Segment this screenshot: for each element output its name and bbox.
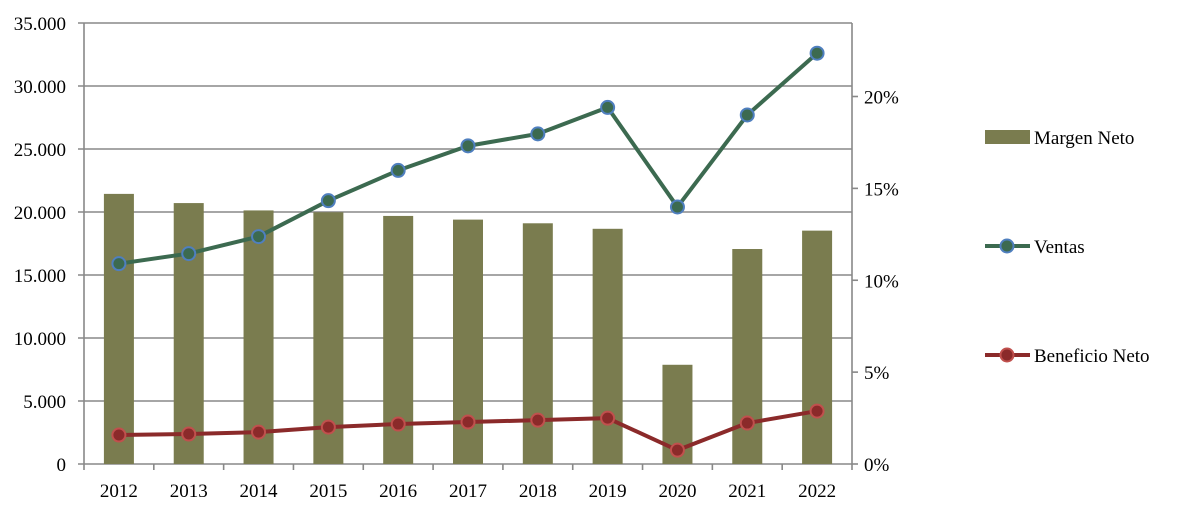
bar-margen-neto <box>592 228 623 464</box>
x-axis-tick-label: 2022 <box>798 481 836 502</box>
point-ventas <box>739 107 755 123</box>
legend-label: Ventas <box>1034 237 1085 258</box>
bar-margen-neto <box>103 193 134 464</box>
point-beneficio-neto <box>809 403 825 419</box>
right-axis-tick-label: 20% <box>864 88 899 109</box>
point-ventas <box>460 138 476 154</box>
point-beneficio-neto <box>600 410 616 426</box>
point-ventas <box>320 193 336 209</box>
bar-margen-neto <box>243 210 274 464</box>
axes: 0 5.000 10.000 15.000 20.000 25.000 30.000 35.0… <box>14 14 899 502</box>
left-axis-tick-label: 10.000 <box>14 329 66 350</box>
point-beneficio-neto <box>530 412 546 428</box>
point-ventas <box>181 246 197 262</box>
left-axis-tick-label: 35.000 <box>14 14 66 35</box>
point-beneficio-neto <box>390 416 406 432</box>
x-axis-tick-label: 2018 <box>519 481 557 502</box>
point-beneficio-neto <box>320 419 336 435</box>
x-axis-tick-label: 2013 <box>170 481 208 502</box>
x-axis-tick-label: 2012 <box>100 481 138 502</box>
legend-marker <box>999 238 1015 254</box>
point-beneficio-neto <box>181 426 197 442</box>
point-ventas <box>530 126 546 142</box>
right-axis-tick-label: 0% <box>864 455 890 476</box>
legend-swatch-bar <box>985 130 1030 144</box>
x-axis-tick-label: 2020 <box>658 481 696 502</box>
point-beneficio-neto <box>739 415 755 431</box>
point-ventas <box>600 99 616 115</box>
bar-margen-neto <box>173 203 204 464</box>
bar-margen-neto <box>732 249 763 464</box>
x-axis-tick-label: 2021 <box>728 481 766 502</box>
point-ventas <box>809 45 825 61</box>
right-axis-tick-label: 15% <box>864 179 899 200</box>
point-beneficio-neto <box>251 424 267 440</box>
left-axis-tick-label: 5.000 <box>23 392 66 413</box>
x-axis-tick-label: 2016 <box>379 481 417 502</box>
point-ventas <box>390 162 406 178</box>
left-axis-tick-label: 30.000 <box>14 77 66 98</box>
legend: Margen Neto Ventas Beneficio Neto <box>985 128 1150 367</box>
left-axis-tick-label: 0 <box>57 455 67 476</box>
left-axis-tick-label: 20.000 <box>14 203 66 224</box>
point-ventas <box>251 229 267 245</box>
point-beneficio-neto <box>460 414 476 430</box>
legend-label: Margen Neto <box>1034 128 1134 149</box>
bar-margen-neto <box>802 230 833 464</box>
legend-marker <box>999 347 1015 363</box>
x-axis-tick-label: 2019 <box>589 481 627 502</box>
left-axis-tick-label: 25.000 <box>14 140 66 161</box>
right-axis-tick-label: 5% <box>864 363 890 384</box>
x-axis-tick-label: 2014 <box>240 481 279 502</box>
point-ventas <box>111 256 127 272</box>
legend-label: Beneficio Neto <box>1034 346 1150 367</box>
bar-margen-neto <box>522 223 553 464</box>
left-axis-tick-label: 15.000 <box>14 266 66 287</box>
right-axis-tick-label: 10% <box>864 271 899 292</box>
x-axis-tick-label: 2015 <box>309 481 347 502</box>
point-beneficio-neto <box>669 442 685 458</box>
point-beneficio-neto <box>111 427 127 443</box>
point-ventas <box>669 199 685 215</box>
x-axis-tick-label: 2017 <box>449 481 487 502</box>
line-series <box>111 45 825 458</box>
